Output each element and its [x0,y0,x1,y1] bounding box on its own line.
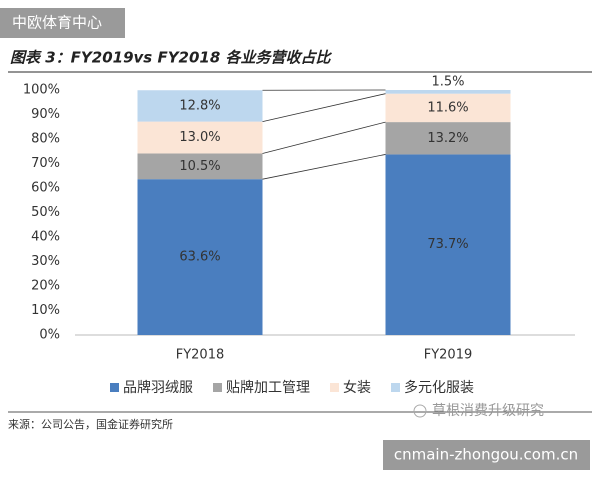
y-tick-label: 60% [31,181,60,196]
value-label: 13.2% [427,131,468,146]
source: 来源：公司公告，国金证券研究所 [8,417,173,431]
y-tick-label: 30% [31,254,60,269]
legend-label: 多元化服装 [404,379,474,396]
value-label: 11.6% [427,100,468,115]
value-label: 13.0% [179,130,220,145]
y-tick-label: 0% [39,328,60,343]
value-label: 73.7% [427,237,468,252]
y-tick-label: 100% [23,83,60,98]
legend-swatch [110,383,119,392]
y-tick-label: 50% [31,205,60,220]
value-label: 1.5% [431,75,464,90]
y-tick-label: 20% [31,279,60,294]
connector-line [263,154,386,179]
legend-label: 女装 [343,379,371,396]
y-tick-label: 40% [31,230,60,245]
y-tick-label: 70% [31,156,60,171]
y-tick-label: 10% [31,303,60,318]
value-label: 10.5% [179,159,220,174]
site: cnmain-zhongou.com.cn [394,446,578,464]
legend-swatch [391,383,400,392]
x-tick-label: FY2019 [424,348,473,363]
legend-swatch [213,383,222,392]
legend-swatch [330,383,339,392]
wechat-icon [414,405,426,417]
legend-label: 品牌羽绒服 [123,379,193,396]
chart-title: 图表 3：FY2019vs FY2018 各业务营收占比 [10,49,333,67]
y-tick-label: 90% [31,107,60,122]
y-tick-label: 80% [31,132,60,147]
watermark: 中欧体育中心 [12,14,102,32]
wechat-name: 草根消费升级研究 [432,403,544,419]
value-label: 63.6% [179,250,220,265]
connector-line [263,94,386,122]
x-tick-label: FY2018 [176,348,225,363]
legend-label: 贴牌加工管理 [226,379,310,396]
bar-segment [386,90,511,94]
value-label: 12.8% [179,98,220,113]
connector-line [263,122,386,153]
